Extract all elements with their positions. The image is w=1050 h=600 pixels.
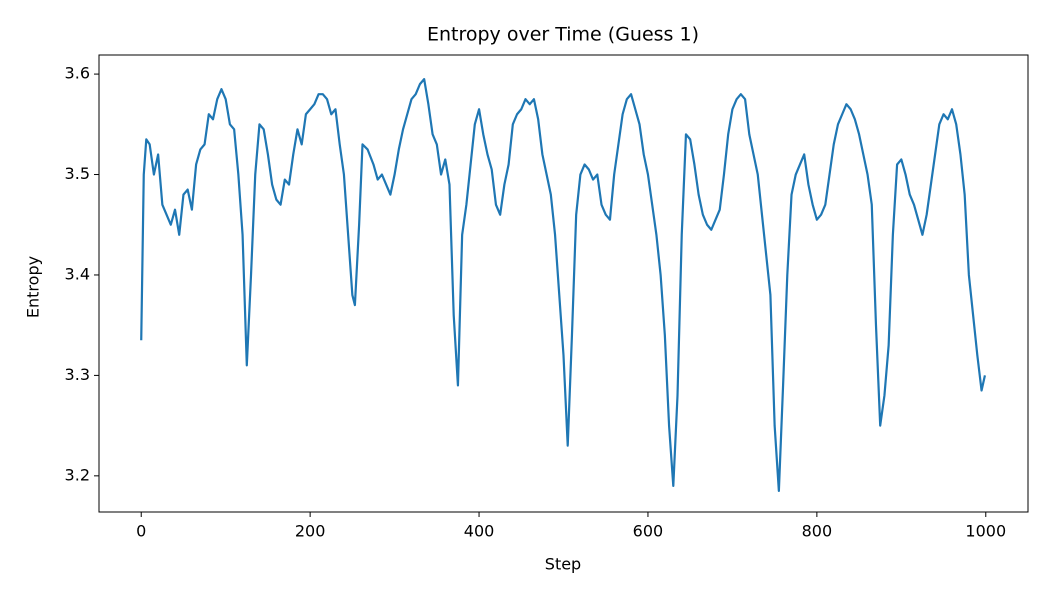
chart-title: Entropy over Time (Guess 1) (427, 24, 699, 46)
line (140, 78, 987, 493)
y-tick-label: 3.2 (65, 465, 90, 484)
y-axis-label: Entropy (24, 256, 43, 318)
x-axis-label: Step (545, 555, 581, 574)
y-tick-label: 3.5 (65, 164, 90, 183)
x-tick-label: 200 (295, 522, 326, 541)
y-tick-label: 3.3 (65, 365, 90, 384)
x-tick-label: 600 (633, 522, 664, 541)
x-tick-label: 0 (136, 522, 146, 541)
y-tick-label: 3.6 (65, 64, 90, 83)
x-tick-label: 800 (802, 522, 833, 541)
plot-frame (98, 54, 1029, 513)
x-tick-label: 400 (464, 522, 495, 541)
x-tick-label: 1000 (965, 522, 1006, 541)
y-tick-label: 3.4 (65, 264, 90, 283)
